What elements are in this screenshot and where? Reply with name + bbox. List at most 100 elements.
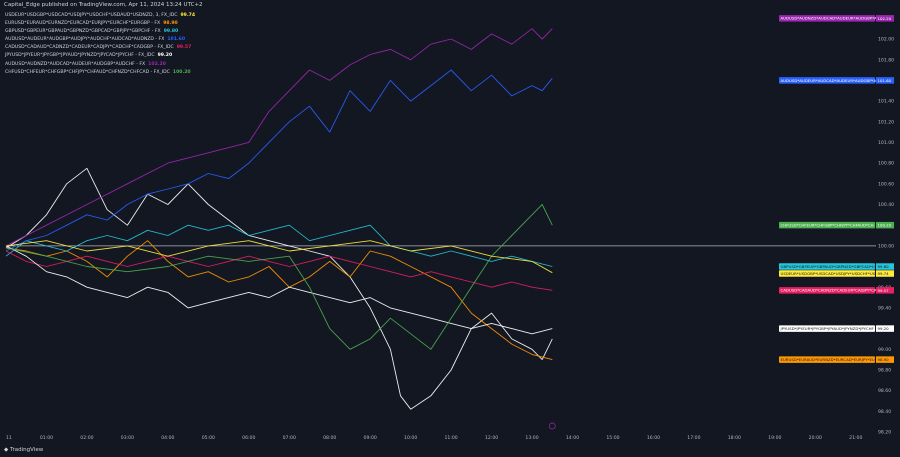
price-tag-value: 99.20 (878, 326, 890, 331)
series-line-1 (5, 240, 553, 361)
price-tag-value: 101.60 (878, 78, 892, 83)
price-tag-value: 99.57 (878, 288, 890, 293)
legend-value: 102.20 (148, 61, 166, 67)
y-tick-label: 100.80 (878, 161, 894, 167)
y-tick-label: 98.60 (878, 388, 891, 394)
price-tag-bg (779, 77, 875, 84)
series-line-6 (5, 28, 553, 247)
legend-value: 99.57 (176, 45, 192, 51)
legend-value: 99.20 (157, 53, 173, 59)
tradingview-logo[interactable]: ◆ TradingView (4, 447, 43, 453)
legend-symbol: CADUSD*CADAUD*CADNZD*CADEUR*CADJPY*CADCH… (5, 45, 174, 51)
legend: USDEUR*USDGBP*USDCAD*USDJPY*USDCHF*USDAU… (5, 12, 195, 77)
legend-row[interactable]: USDEUR*USDGBP*USDCAD*USDJPY*USDCHF*USDAU… (5, 12, 195, 20)
legend-symbol: EURUSD*EURAUD*EURNZD*EURCAD*EURJPY*EURCH… (5, 21, 161, 27)
x-tick-label: 08:00 (323, 435, 336, 441)
price-tag-bg (779, 263, 875, 270)
legend-value: 100.20 (172, 69, 191, 75)
series-line-4 (5, 250, 553, 291)
y-tick-label: 98.80 (878, 368, 891, 374)
price-tag-label: AUDUSD*AUDEUR*AUDCAD*AUDEUR*AUDGBP*AU... (781, 78, 883, 83)
legend-row[interactable]: CHFUSD*CHFEUR*CHFGBP*CHFJPY*CHFAUD*CHFNZ… (5, 69, 195, 77)
legend-row[interactable]: EURUSD*EURAUD*EURNZD*EURCAD*EURJPY*EURCH… (5, 20, 195, 28)
price-tag-value-bg (876, 287, 894, 294)
legend-value: 99.74 (180, 13, 196, 18)
legend-value: 99.80 (163, 29, 179, 35)
series-line-7 (5, 204, 553, 350)
price-tag-value: 99.74 (878, 271, 890, 276)
x-tick-label: 16:00 (647, 435, 660, 441)
price-tag-value-bg (876, 77, 894, 84)
price-tag-bg (779, 221, 875, 229)
x-tick-label: 11:00 (444, 435, 457, 441)
price-tag-label: GBPUSD*GBPEUR*GBPAUD*GBPNZD*GBPCAD*GB (781, 264, 878, 269)
x-tick-label: 02:00 (80, 435, 93, 441)
x-tick-label: 11 (6, 435, 12, 441)
x-tick-label: 13:00 (525, 435, 538, 441)
legend-symbol: CHFUSD*CHFEUR*CHFGBP*CHFJPY*CHFAUD*CHFNZ… (5, 69, 170, 75)
x-tick-label: 12:00 (485, 435, 498, 441)
y-tick-label: 99.00 (878, 347, 891, 353)
brand-label: TradingView (9, 447, 44, 453)
legend-row[interactable]: AUDUSD*AUDNZD*AUDCAD*AUDEUR*AUDGBP*AUDCH… (5, 61, 195, 69)
legend-row[interactable]: CADUSD*CADAUD*CADNZD*CADEUR*CADJPY*CADCH… (5, 44, 195, 52)
y-tick-label: 98.40 (878, 409, 891, 415)
y-tick-label: 101.80 (878, 57, 894, 63)
legend-symbol: USDEUR*USDGBP*USDCAD*USDJPY*USDCHF*USDAU… (5, 13, 178, 18)
price-tag-value: 102.20 (878, 16, 892, 21)
x-tick-label: 18:00 (728, 435, 741, 441)
price-tag-bg (779, 287, 875, 294)
y-tick-label: 101.40 (878, 99, 894, 105)
x-tick-label: 20:00 (809, 435, 822, 441)
x-tick-label: 09:00 (364, 435, 377, 441)
legend-symbol: GBPUSD*GBPEUR*GBPAUD*GBPNZD*GBPCAD*GBPJP… (5, 29, 161, 35)
price-tag-bg (779, 356, 875, 363)
price-tag-bg (779, 270, 875, 277)
x-tick-label: 14:00 (566, 435, 579, 441)
x-tick-label: 17:00 (687, 435, 700, 441)
price-tag-value: 99.80 (878, 264, 890, 269)
y-tick-label: 100.60 (878, 181, 894, 187)
legend-row[interactable]: GBPUSD*GBPEUR*GBPAUD*GBPNZD*GBPCAD*GBPJP… (5, 28, 195, 36)
y-tick-label: 100.00 (878, 243, 894, 249)
x-tick-label: 03:00 (121, 435, 134, 441)
series-line-8 (5, 240, 553, 274)
price-tag-value: 98.90 (878, 357, 890, 362)
legend-row[interactable]: JPYUSD*JPYEUR*JPYGBP*JPYAUD*JPYNZD*JPYCA… (5, 52, 195, 60)
legend-symbol: AUDUSD*AUDEUR*AUDGBP*AUDJPY*AUDCHF*AUDCA… (5, 37, 165, 43)
x-tick-label: 21:00 (849, 435, 862, 441)
price-tag-label: CHFUSD*CHFEUR*CHFGBP*CHFJPY*CHFAUD*CH (781, 223, 874, 228)
x-tick-label: 19:00 (768, 435, 781, 441)
event-marker-icon (548, 422, 556, 430)
x-tick-label: 07:00 (283, 435, 296, 441)
price-tag-value-bg (876, 356, 894, 363)
price-tag-value-bg (876, 221, 894, 229)
price-tag-value-bg (876, 325, 894, 332)
chart-header: Capital_Edge published on TradingView.co… (4, 2, 203, 8)
series-line-0 (5, 167, 553, 410)
legend-row[interactable]: AUDUSD*AUDEUR*AUDGBP*AUDJPY*AUDCHF*AUDCA… (5, 36, 195, 44)
legend-symbol: AUDUSD*AUDNZD*AUDCAD*AUDEUR*AUDGBP*AUDCH… (5, 61, 146, 67)
x-tick-label: 10:00 (404, 435, 417, 441)
x-tick-label: 05:00 (202, 435, 215, 441)
series-line-5 (5, 245, 553, 335)
y-tick-label: 101.00 (878, 140, 894, 146)
price-tag-label: AUDUSD*AUDNZD*AUDCAD*AUDEUR*AUDGBP*AUDCH… (781, 16, 892, 21)
y-tick-label: 102.00 (878, 37, 894, 43)
price-tag-value: 100.20 (878, 223, 892, 228)
legend-value: 98.90 (163, 21, 178, 27)
legend-symbol: JPYUSD*JPYEUR*JPYGBP*JPYAUD*JPYNZD*JPYCA… (5, 53, 155, 59)
price-tag-value-bg (876, 15, 894, 22)
price-tag-label: EURUSD*EURAUD*EURNZD*EURCAD*EURJPY*EU (781, 357, 875, 362)
price-tag-label: USDEUR*USDGBP*USDCAD*USDJPY*USDCHF*USD (781, 271, 879, 276)
series-line-2 (5, 224, 553, 267)
x-tick-label: 15:00 (606, 435, 619, 441)
x-tick-label: 06:00 (242, 435, 255, 441)
series-line-3 (5, 69, 553, 252)
price-tag-label: JPYUSD*JPYEUR*JPYGBP*JPYAUD*JPYNZD*JPYCH… (780, 326, 875, 331)
y-tick-label: 100.40 (878, 202, 894, 208)
price-tag-value-bg (876, 263, 894, 270)
x-tick-label: 01:00 (40, 435, 53, 441)
